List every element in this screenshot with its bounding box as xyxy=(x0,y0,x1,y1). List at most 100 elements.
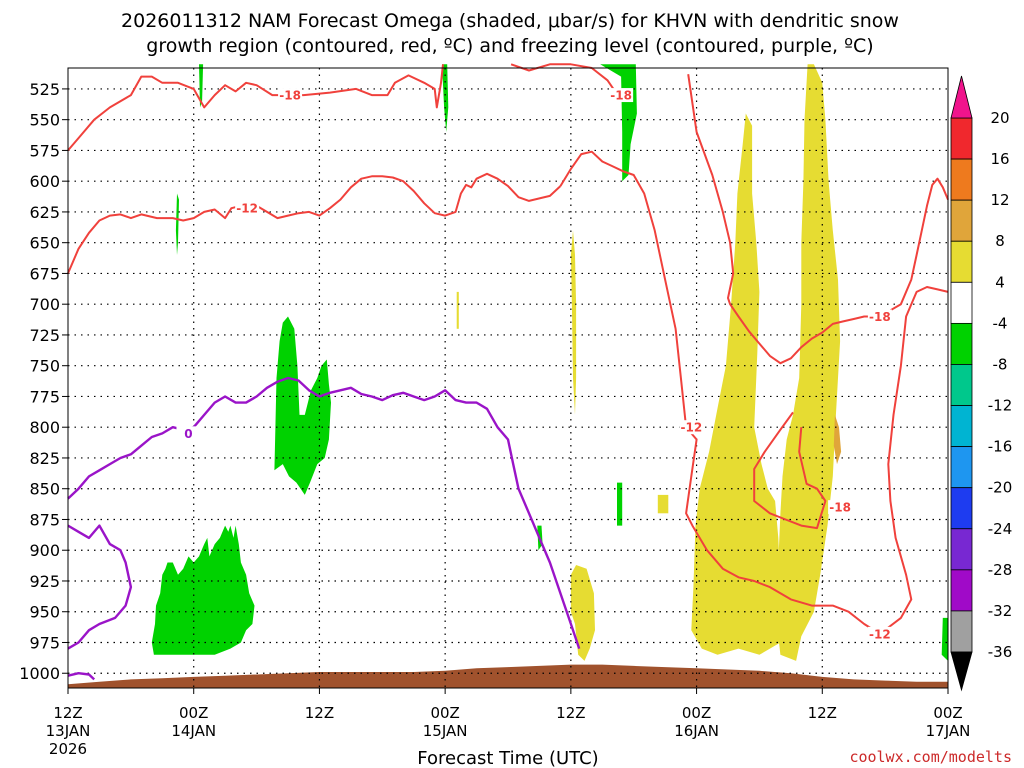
colorbar-label-7: -12 xyxy=(988,397,1013,415)
x-tick-time-12: 00Z xyxy=(179,704,208,722)
y-tick-label-625: 625 xyxy=(29,203,60,222)
colorbar-label-4: 4 xyxy=(995,273,1005,291)
colorbar-band-9 xyxy=(950,487,973,530)
y-tick-label-650: 650 xyxy=(29,234,60,253)
colorbar-label-8: -16 xyxy=(988,438,1013,456)
x-tick-date-0: 13JAN xyxy=(46,722,91,740)
x-axis-title: Forecast Time (UTC) xyxy=(417,748,598,768)
dgz-label-bg-6 xyxy=(867,626,892,641)
colorbar-band-4 xyxy=(950,281,973,324)
omega-region-rising-7 xyxy=(617,482,623,526)
omega-region-rising-0 xyxy=(151,525,255,655)
omega-colorbar: 20 16 12 8 4 -4 -8 -12 -16 -20 -24 -28 -32 -36 xyxy=(950,75,1013,692)
colorbar-band-3 xyxy=(950,240,973,283)
y-tick-label-825: 825 xyxy=(29,449,60,468)
dgz-contour-label-2: -12 xyxy=(236,202,258,216)
colorbar-band-7 xyxy=(950,405,973,448)
freezing-level-label-bg-0 xyxy=(176,426,201,441)
x-tick-time-0: 12Z xyxy=(53,704,82,722)
omega-region-rising-5 xyxy=(175,193,179,255)
colorbar-bottom-arrow xyxy=(950,651,973,692)
x-tick-date-12: 14JAN xyxy=(171,722,216,740)
chart-title-line-2: growth region (contoured, red, ºC) and f… xyxy=(146,35,873,57)
colorbar-label-0: 20 xyxy=(990,109,1009,127)
omega-region-sinking-10 xyxy=(570,230,577,415)
omega-region-rising-8 xyxy=(941,617,948,661)
plot-frame xyxy=(67,67,949,689)
x-tick-time-36: 00Z xyxy=(430,704,459,722)
y-tick-label-725: 725 xyxy=(29,326,60,345)
dgz-contour-label-4: -18 xyxy=(869,310,891,324)
colorbar-band-6 xyxy=(950,364,973,406)
colorbar-label-9: -20 xyxy=(988,479,1013,497)
y-tick-label-600: 600 xyxy=(29,172,60,191)
y-tick-label-950: 950 xyxy=(29,603,60,622)
x-tick-date-36: 15JAN xyxy=(423,722,468,740)
x-tick-year-0: 2026 xyxy=(49,740,87,758)
y-tick-label-925: 925 xyxy=(29,572,60,591)
colorbar-label-11: -28 xyxy=(988,561,1013,579)
dgz-contour-0 xyxy=(67,64,444,152)
y-tick-label-900: 900 xyxy=(29,541,60,560)
colorbar-band-1 xyxy=(950,158,973,201)
colorbar-label-5: -4 xyxy=(993,314,1008,332)
dgz-contour-2 xyxy=(67,172,562,274)
dgz-label-bg-2 xyxy=(235,201,260,216)
colorbar-band-5 xyxy=(950,322,973,365)
omega-region-rising-3 xyxy=(442,64,449,132)
x-tick-time-84: 00Z xyxy=(933,704,962,722)
dgz-contour-label-5: -18 xyxy=(829,501,851,515)
terrain-fill xyxy=(68,664,948,688)
y-tick-label-700: 700 xyxy=(29,295,60,314)
colorbar-band-10 xyxy=(950,528,973,571)
colorbar-band-12 xyxy=(950,610,973,653)
y-tick-label-975: 975 xyxy=(29,633,60,652)
dgz-contour-4 xyxy=(687,74,949,365)
y-tick-label-775: 775 xyxy=(29,387,60,406)
y-tick-label-850: 850 xyxy=(29,480,60,499)
freezing-level-contour-label-0: 0 xyxy=(184,427,192,441)
dgz-label-bg-4 xyxy=(867,309,892,324)
dgz-contour-5 xyxy=(753,411,827,530)
y-tick-label-1000: 1000 xyxy=(19,664,60,683)
x-tick-time-72: 12Z xyxy=(808,704,837,722)
x-tick-time-24: 12Z xyxy=(305,704,334,722)
credit-text: coolwx.com/modelts xyxy=(849,748,1012,766)
dgz-contour-label-0: -18 xyxy=(279,89,301,103)
chart-title-line-1: 2026011312 NAM Forecast Omega (shaded, μ… xyxy=(121,10,899,32)
dgz-contour-label-6: -12 xyxy=(869,627,891,641)
dgz-label-bg-0 xyxy=(278,88,303,103)
dgz-contour-label-1: -18 xyxy=(610,89,632,103)
omega-region-rising-1 xyxy=(274,316,331,495)
omega-region-sinking-13 xyxy=(778,64,841,661)
dgz-contour-3 xyxy=(559,150,881,635)
colorbar-band-2 xyxy=(950,199,973,242)
colorbar-label-2: 12 xyxy=(990,191,1009,209)
x-tick-time-60: 00Z xyxy=(682,704,711,722)
y-axis-pressure-levels: 525 550 575 600 625 650 675 700 725 750 775 800 825 8… xyxy=(19,80,68,683)
omega-region-sinking-11 xyxy=(456,291,459,329)
freezing-level-contour-2 xyxy=(67,672,96,681)
y-tick-label-750: 750 xyxy=(29,357,60,376)
freezing-level-contour-1 xyxy=(67,524,133,650)
dgz-label-bg-5 xyxy=(828,500,853,515)
dgz-label-bg-3 xyxy=(679,420,704,435)
colorbar-label-10: -24 xyxy=(988,520,1013,538)
terrain-surface xyxy=(68,664,948,688)
y-tick-label-525: 525 xyxy=(29,80,60,99)
colorbar-band-11 xyxy=(950,569,973,612)
dgz-label-bg-1 xyxy=(609,88,634,103)
omega-region-sinking-9 xyxy=(570,565,595,661)
y-tick-label-550: 550 xyxy=(29,111,60,130)
colorbar-top-arrow xyxy=(950,75,973,119)
temperature-contours: -18 -18 -12 -12 -18 -18 -12 0 xyxy=(67,63,949,681)
colorbar-label-13: -36 xyxy=(988,643,1013,661)
y-tick-label-675: 675 xyxy=(29,264,60,283)
y-tick-label-800: 800 xyxy=(29,418,60,437)
x-tick-date-84: 17JAN xyxy=(926,722,971,740)
plot-area: -18 -18 -12 -12 -18 -18 -12 0 xyxy=(67,63,949,689)
colorbar-band-8 xyxy=(950,446,973,489)
y-tick-label-875: 875 xyxy=(29,510,60,529)
